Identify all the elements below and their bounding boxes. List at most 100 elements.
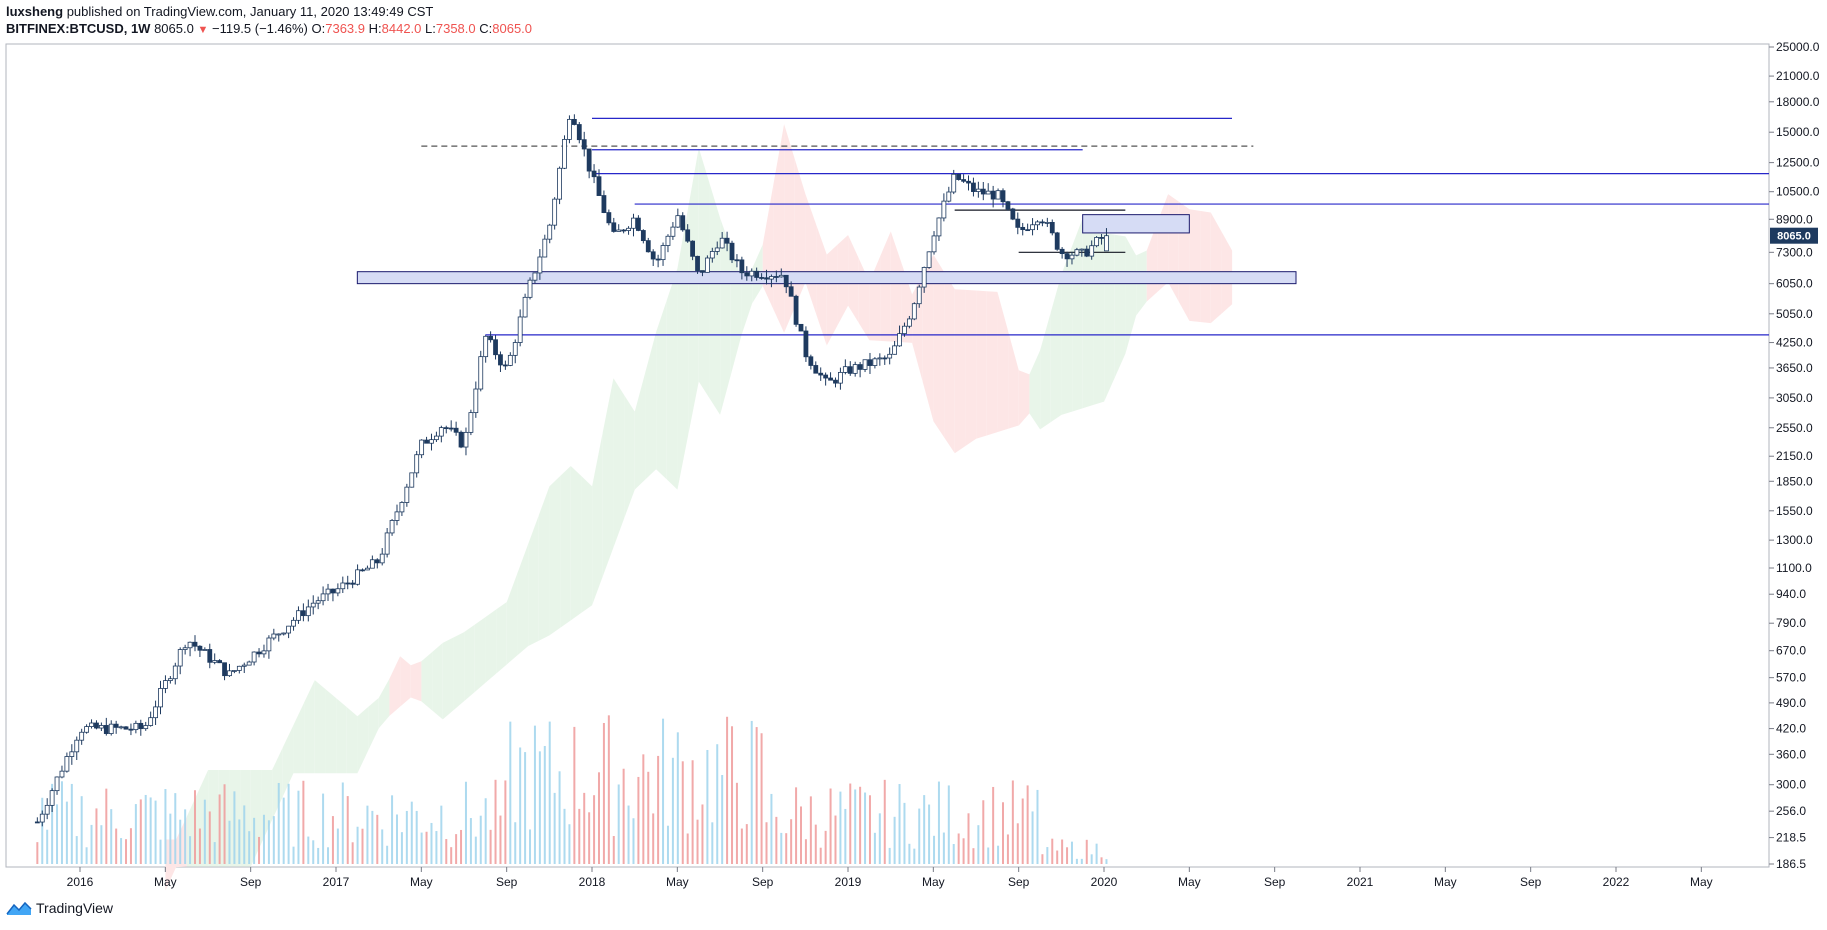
volume-bar	[657, 755, 660, 864]
volume-bar	[391, 795, 394, 864]
candle-body	[172, 665, 178, 680]
volume-bar	[1026, 785, 1029, 864]
candle-body	[961, 179, 966, 182]
candle-body	[241, 664, 247, 667]
cloud-segment	[805, 194, 817, 314]
candle-body	[838, 372, 843, 384]
volume-bar	[553, 792, 556, 864]
candle-body	[670, 226, 676, 237]
cloud-segment	[474, 617, 486, 692]
candle-body	[197, 645, 203, 651]
candle-body	[1059, 248, 1065, 255]
candle-body	[350, 582, 356, 585]
zone-box	[356, 271, 1297, 285]
footer-brand[interactable]: TradingView	[6, 899, 113, 917]
cloud-segment	[794, 159, 806, 308]
candle-body	[926, 251, 932, 268]
volume-bar	[937, 781, 940, 864]
volume-bar	[632, 818, 635, 864]
candles	[34, 114, 1109, 827]
cloud-segment	[314, 680, 326, 774]
price-tick-label: 18000.0	[1776, 95, 1820, 109]
volume-bar	[1080, 858, 1083, 864]
candle-body	[971, 182, 976, 192]
candle-body	[911, 303, 917, 320]
price-tick-label: 218.5	[1776, 831, 1806, 845]
volume-bar	[923, 795, 926, 864]
candle-body	[217, 660, 223, 664]
candle-body	[69, 751, 75, 757]
volume-bar	[627, 805, 630, 864]
volume-bar	[799, 806, 802, 864]
volume-bar	[154, 800, 157, 864]
volume-bar	[888, 847, 891, 864]
candle-body	[522, 296, 528, 318]
volume-bar	[967, 813, 970, 864]
time-tick-label: 2022	[1603, 875, 1630, 889]
candle-body	[764, 277, 769, 280]
volume-bar	[243, 805, 246, 864]
cloud-segment	[496, 602, 507, 674]
volume-bar	[95, 808, 98, 864]
volume-bar	[302, 780, 305, 864]
volume-bar	[415, 810, 418, 864]
time-tick-label: May	[1434, 875, 1457, 889]
author-name[interactable]: luxsheng	[6, 4, 64, 19]
volume-bar	[253, 817, 256, 864]
volume-bar	[1085, 839, 1088, 864]
cloud-segment	[1018, 370, 1030, 426]
price-tick-label: 1550.0	[1776, 504, 1813, 518]
candle-body	[1064, 253, 1070, 260]
volume-bar	[681, 761, 684, 864]
volume-bar	[790, 819, 793, 864]
candle-body	[1104, 235, 1109, 252]
volume-bar	[962, 838, 965, 864]
volume-bar	[425, 831, 428, 864]
candle-body	[783, 274, 789, 288]
volume-bar	[139, 799, 142, 864]
candle-body	[399, 502, 405, 513]
volume-bar	[322, 793, 325, 864]
volume-bar	[1036, 789, 1039, 864]
plot-frame	[5, 43, 1770, 868]
volume-bar	[474, 836, 477, 864]
volume-bar	[612, 836, 615, 864]
cloud-segment	[1200, 210, 1211, 324]
candle-body	[365, 567, 370, 571]
volume-bar	[957, 833, 960, 864]
cloud-segment	[378, 678, 390, 729]
candle-body	[207, 649, 213, 663]
price-tick-label: 3650.0	[1776, 361, 1813, 375]
time-tick-label: May	[410, 875, 433, 889]
volume-bar	[440, 805, 443, 864]
cloud-segment	[1029, 350, 1041, 430]
cloud-segment	[1072, 217, 1083, 412]
volume-bar	[602, 722, 605, 864]
candle-body	[192, 641, 198, 647]
volume-bar	[597, 772, 600, 864]
volume-bar	[952, 844, 955, 864]
candle-body	[453, 427, 459, 433]
price-tick-label: 12500.0	[1776, 156, 1820, 170]
cloud-segment	[709, 182, 721, 415]
candle-body	[576, 124, 582, 141]
price-tick-label: 360.0	[1776, 747, 1806, 761]
price-tick-label: 3050.0	[1776, 391, 1813, 405]
candle-body	[754, 270, 760, 278]
volume-bar	[499, 815, 502, 864]
volume-bar	[666, 825, 669, 864]
candle-body	[744, 272, 750, 277]
volume-bar	[834, 815, 837, 864]
candle-body	[985, 190, 991, 195]
candle-body	[852, 364, 858, 374]
candle-body	[261, 650, 267, 655]
volume-bar	[1011, 780, 1014, 864]
candle-body	[581, 139, 587, 150]
volume-bar	[1095, 843, 1098, 864]
open-label: O:	[311, 21, 326, 36]
cloud-segment	[890, 231, 902, 343]
volume-bar	[317, 847, 320, 864]
volume-bar	[65, 801, 68, 864]
candle-body	[571, 118, 577, 125]
